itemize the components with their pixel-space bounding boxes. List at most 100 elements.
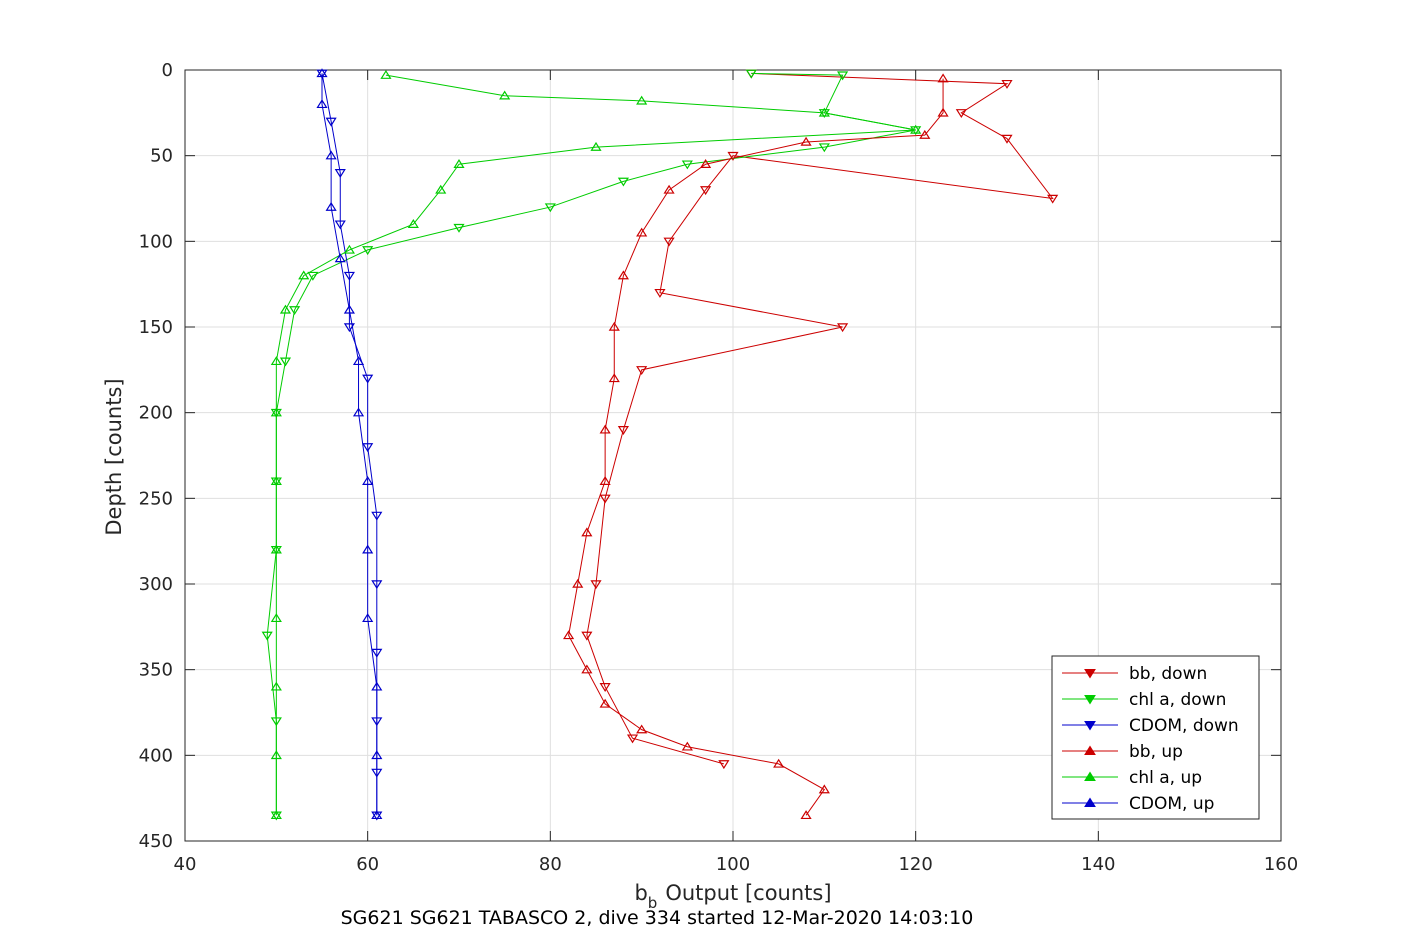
- data-point-bb-up: [681, 741, 693, 751]
- x-axis-title-subscript: b: [648, 894, 658, 912]
- data-point-chl-a-down: [453, 223, 465, 233]
- data-point-chl-a-down: [362, 246, 374, 256]
- y-tick-label: 200: [139, 403, 173, 424]
- data-point-cdom-down: [334, 169, 346, 178]
- x-axis-title-symbol: b: [634, 881, 647, 905]
- y-tick-label: 250: [139, 488, 173, 509]
- data-point-cdom-up: [316, 99, 328, 109]
- series-line-cdom-up: [321, 73, 378, 816]
- legend: bb, down chl a, down CDOM, down bb, up chl a…: [1051, 655, 1260, 820]
- data-point-chl-a-up: [270, 681, 282, 691]
- data-point-chl-a-down: [307, 271, 319, 281]
- data-point-bb-up: [636, 227, 648, 237]
- y-axis-ticks: 0 50 100 150 200 250 300 350 400 450: [139, 60, 1281, 852]
- data-point-bb-down: [1001, 134, 1013, 144]
- data-point-bb-down: [955, 109, 967, 119]
- x-axis-title: bb Output [counts]: [634, 881, 831, 912]
- data-point-bb-down: [590, 580, 602, 590]
- data-point-cdom-down: [343, 271, 355, 281]
- data-point-bb-up: [937, 73, 949, 83]
- legend-item-chl-a-down: chl a, down: [1062, 690, 1226, 710]
- x-tick-label: 160: [1264, 854, 1298, 875]
- data-point-chl-a-up: [453, 159, 465, 168]
- data-point-bb-up: [599, 424, 611, 434]
- data-point-cdom-up: [371, 750, 383, 760]
- legend-item-chl-a-up: chl a, up: [1062, 768, 1202, 788]
- legend-marker-down-icon: [1084, 721, 1096, 731]
- legend-label: bb, down: [1129, 664, 1207, 684]
- data-point-chl-a-down: [279, 357, 292, 367]
- data-point-cdom-down: [362, 374, 374, 384]
- data-point-chl-a-up: [636, 95, 648, 105]
- y-tick-label: 400: [139, 745, 173, 766]
- data-point-chl-a-up: [818, 107, 830, 117]
- y-tick-label: 450: [139, 831, 173, 852]
- figure-caption: SG621 SG621 TABASCO 2, dive 334 started …: [341, 907, 974, 929]
- data-point-chl-a-up: [380, 69, 392, 79]
- data-point-chl-a-down: [745, 69, 757, 79]
- y-tick-label: 300: [139, 574, 173, 595]
- series-layer: [261, 68, 1059, 821]
- series-line-chl-a-up: [275, 74, 916, 816]
- data-point-bb-down: [727, 151, 739, 161]
- data-point-bb-down: [581, 631, 593, 641]
- data-point-cdom-down: [371, 511, 383, 521]
- data-point-chl-a-up: [343, 244, 355, 254]
- data-point-cdom-up: [371, 681, 383, 691]
- data-point-cdom-down: [362, 443, 374, 453]
- data-point-bb-down: [599, 683, 611, 692]
- data-point-bb-up: [919, 129, 931, 139]
- data-point-bb-down: [837, 323, 849, 333]
- data-point-bb-down: [1001, 79, 1013, 89]
- data-point-cdom-up: [362, 613, 374, 623]
- data-point-chl-a-down: [818, 143, 830, 153]
- y-tick-label: 50: [150, 146, 173, 167]
- data-point-chl-a-down: [681, 160, 693, 170]
- y-tick-label: 150: [139, 317, 173, 338]
- legend-marker-up-icon: [1084, 771, 1096, 781]
- legend-label: bb, up: [1129, 742, 1183, 762]
- data-point-cdom-down: [371, 580, 383, 590]
- data-point-cdom-down: [371, 648, 383, 658]
- data-point-bb-up: [773, 758, 785, 768]
- legend-item-bb-up: bb, up: [1062, 742, 1183, 762]
- y-tick-label: 0: [162, 60, 173, 81]
- data-point-cdom-up: [362, 544, 374, 554]
- data-point-bb-up: [700, 159, 712, 168]
- y-tick-label: 100: [139, 231, 173, 252]
- data-point-bb-up: [937, 107, 949, 117]
- legend-marker-down-icon: [1084, 669, 1096, 679]
- data-point-bb-down: [700, 186, 712, 196]
- data-point-cdom-up: [362, 476, 374, 485]
- data-point-chl-a-down: [544, 203, 556, 213]
- data-point-chl-a-up: [407, 219, 419, 228]
- data-point-chl-a-up: [435, 184, 447, 194]
- data-point-cdom-up: [343, 304, 355, 314]
- legend-label: CDOM, up: [1129, 794, 1214, 814]
- data-point-bb-up: [572, 578, 584, 588]
- legend-marker-up-icon: [1084, 797, 1096, 807]
- legend-marker-down-icon: [1084, 695, 1096, 705]
- legend-label: CDOM, down: [1129, 716, 1239, 736]
- data-point-cdom-down: [343, 323, 355, 333]
- data-point-bb-down: [617, 426, 629, 435]
- data-point-cdom-up: [334, 253, 346, 263]
- data-point-chl-a-up: [270, 356, 282, 366]
- data-point-chl-a-down: [837, 71, 849, 81]
- x-tick-label: 140: [1081, 854, 1115, 875]
- legend-item-cdom-up: CDOM, up: [1062, 794, 1214, 814]
- series-line-bb-down: [586, 72, 1054, 765]
- series-chl-a-up: [270, 69, 922, 820]
- data-point-bb-down: [654, 288, 666, 298]
- legend-item-bb-down: bb, down: [1062, 664, 1207, 684]
- data-point-chl-a-up: [279, 304, 292, 314]
- data-point-bb-down: [663, 237, 675, 247]
- legend-marker-up-icon: [1084, 745, 1096, 755]
- data-point-bb-down: [718, 760, 730, 770]
- x-axis-ticks: 40 60 80 100 120 140 160: [174, 70, 1298, 875]
- data-point-cdom-down: [325, 117, 337, 127]
- data-point-bb-up: [599, 698, 611, 708]
- data-point-bb-up: [563, 630, 575, 640]
- y-axis-title: Depth [counts]: [102, 378, 126, 535]
